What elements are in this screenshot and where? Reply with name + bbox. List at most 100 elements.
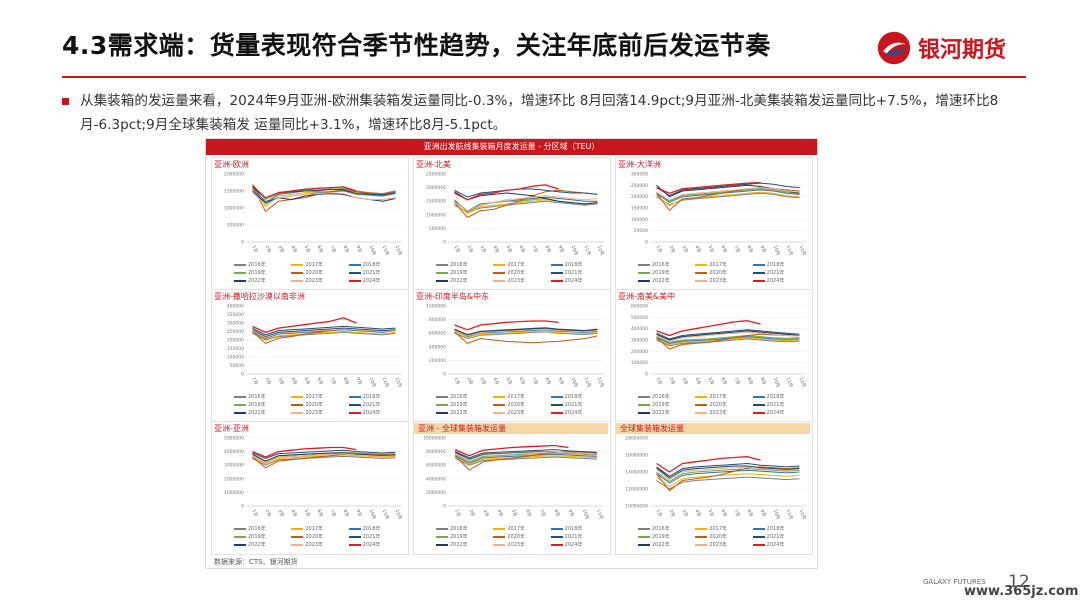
legend-swatch <box>436 543 448 546</box>
legend-label: 2020年 <box>305 534 324 540</box>
legend-swatch <box>234 403 246 406</box>
legend-item: 2019年 <box>638 269 693 276</box>
y-tick-label: 200000 <box>227 338 244 344</box>
legend-item: 2022年 <box>638 541 693 548</box>
x-tick-label: 12月 <box>394 377 403 389</box>
legend-swatch <box>550 527 563 530</box>
x-tick-label: 10月 <box>570 377 579 389</box>
x-tick-label: 7月 <box>329 377 337 386</box>
legend-swatch <box>436 279 448 282</box>
legend-swatch <box>695 527 708 530</box>
series-line <box>454 200 598 213</box>
chart-panel: 亚洲-亚洲 0 1000000 2000000 3000000 4000000 500000… <box>211 421 409 555</box>
y-tick-label: 300000 <box>631 338 648 344</box>
legend-label: 2019年 <box>652 534 670 540</box>
legend-swatch <box>348 543 361 546</box>
chart-title: 亚洲-印度半岛&中东 <box>416 292 490 301</box>
x-tick-label: 1月 <box>453 377 461 386</box>
chart-title: 亚洲-撒哈拉沙漠以南非洲 <box>214 292 305 301</box>
legend-label: 2018年 <box>564 394 583 400</box>
legend-label: 2018年 <box>766 394 785 400</box>
series-line <box>454 449 597 459</box>
y-tick-label: 200000 <box>631 194 648 200</box>
legend-label: 2021年 <box>362 270 381 276</box>
legend-item: 2016年 <box>638 393 693 400</box>
x-tick-label: 4月 <box>496 509 504 518</box>
y-tick-label: 500000 <box>429 226 446 232</box>
x-tick-label: 6月 <box>316 509 324 518</box>
x-tick-label: 3月 <box>681 377 689 386</box>
legend-label: 2016年 <box>248 526 266 532</box>
legend-swatch <box>234 271 246 274</box>
legend-label: 2024年 <box>362 278 381 284</box>
y-tick-label: 250000 <box>227 329 244 335</box>
legend-label: 2017年 <box>709 394 728 400</box>
legend-swatch <box>291 263 304 266</box>
legend-swatch <box>638 395 650 398</box>
x-tick-label: 7月 <box>733 509 741 518</box>
legend-item: 2019年 <box>436 269 491 276</box>
legend-swatch <box>234 527 246 530</box>
x-tick-label: 5月 <box>707 245 715 254</box>
x-tick-label: 4月 <box>290 245 298 254</box>
series-line <box>454 328 598 337</box>
chart-plot: 0 100000 200000 300000 400000 500000 600000 1月 2… <box>631 304 807 389</box>
legend-item: 2018年 <box>752 393 808 400</box>
y-tick-label: 8000000 <box>426 449 446 455</box>
x-tick-label: 6月 <box>518 245 526 254</box>
x-tick-label: 3月 <box>277 509 285 518</box>
legend-item: 2021年 <box>752 269 808 276</box>
legend-swatch <box>436 263 448 266</box>
chart-plot: 0 500000 1000000 1500000 2000000 2500000 1月 2月 3… <box>426 172 605 257</box>
legend-swatch <box>695 279 708 282</box>
x-tick-label: 9月 <box>355 509 363 518</box>
y-tick-label: 12000000 <box>625 487 648 493</box>
legend-label: 2019年 <box>450 402 468 408</box>
legend-label: 2020年 <box>507 270 526 276</box>
legend-label: 2023年 <box>305 542 324 548</box>
legend-swatch <box>638 403 650 406</box>
series-line <box>656 466 800 481</box>
y-tick-label: 500000 <box>227 223 244 229</box>
legend-item: 2017年 <box>493 393 548 400</box>
x-tick-label: 11月 <box>381 377 390 389</box>
x-tick-label: 8月 <box>342 377 350 386</box>
legend-swatch <box>493 395 506 398</box>
x-tick-label: 4月 <box>694 377 702 386</box>
legend-label: 2017年 <box>709 262 728 268</box>
x-tick-label: 12月 <box>798 509 807 521</box>
y-tick-label: 2000000 <box>224 172 244 178</box>
series-line <box>656 337 800 345</box>
legend-label: 2021年 <box>766 534 785 540</box>
x-tick-label: 1月 <box>453 509 461 518</box>
legend-swatch <box>291 411 304 414</box>
series-line <box>252 325 396 336</box>
legend-label: 2023年 <box>507 410 526 416</box>
x-tick-label: 12月 <box>798 377 807 389</box>
legend-label: 2017年 <box>507 526 526 532</box>
y-tick-label: 0 <box>241 240 244 246</box>
legend-item: 2019年 <box>638 401 693 408</box>
x-tick-label: 1月 <box>251 245 259 254</box>
legend-swatch <box>291 403 304 406</box>
x-tick-label: 5月 <box>303 245 311 254</box>
legend-swatch <box>550 395 563 398</box>
chart-title: 亚洲-亚洲 <box>214 424 249 433</box>
legend-item: 2019年 <box>234 269 289 276</box>
x-tick-label: 12月 <box>596 377 605 389</box>
series-line <box>656 463 800 477</box>
legend-item: 2016年 <box>234 525 289 532</box>
legend-item: 2024年 <box>550 541 606 548</box>
chart-panel: 亚洲-大洋洲 0 50000 100000 150000 200000 250000 3000… <box>615 157 813 291</box>
y-tick-label: 100000 <box>631 217 648 223</box>
y-tick-label: 150000 <box>631 206 648 212</box>
legend-swatch <box>752 535 765 538</box>
x-tick-label: 9月 <box>759 377 767 386</box>
x-tick-label: 9月 <box>557 245 565 254</box>
chart-title: 亚洲-大洋洲 <box>618 160 661 169</box>
x-tick-label: 8月 <box>544 245 552 254</box>
x-tick-label: 1月 <box>655 377 663 386</box>
chart-legend: 2016年 2017年 2018年 2019年 2020年 2021年 2022年 2023年… <box>234 261 404 284</box>
y-tick-label: 2500000 <box>426 172 446 178</box>
legend-swatch <box>695 395 708 398</box>
